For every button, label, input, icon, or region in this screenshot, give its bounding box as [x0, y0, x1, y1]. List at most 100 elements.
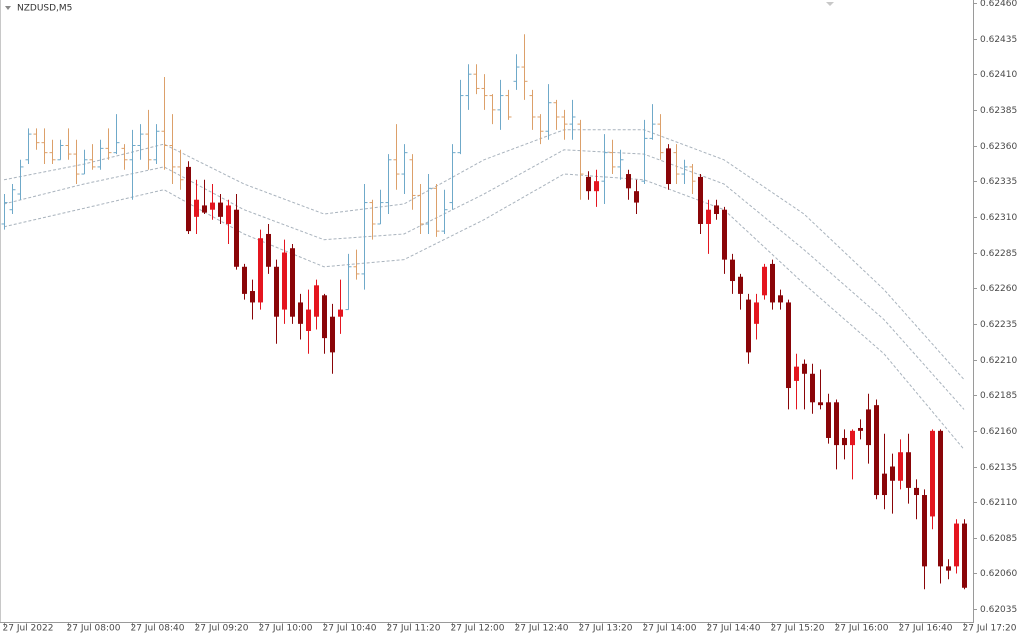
x-tick-label: 27 Jul 11:20: [387, 624, 441, 634]
candle-body: [194, 199, 199, 217]
candle-body: [234, 209, 239, 267]
candle-body: [338, 309, 343, 317]
candle-body: [218, 202, 223, 217]
candle-body: [210, 202, 215, 210]
candle-body: [858, 427, 863, 431]
y-tick-label: 0.62435: [980, 35, 1017, 45]
candle-body: [874, 405, 879, 496]
candle-body: [714, 205, 719, 214]
x-tick-label: 27 Jul 14:00: [643, 624, 697, 634]
y-tick-label: 0.62160: [980, 427, 1017, 437]
x-tick-label: 27 Jul 14:40: [707, 624, 761, 634]
band-line: [3, 129, 965, 380]
x-tick-label: 27 Jul 10:40: [323, 624, 377, 634]
x-tick-label: 27 Jul 2022: [3, 624, 54, 634]
candle-body: [922, 495, 927, 567]
candle-body: [330, 316, 335, 353]
candle-body: [186, 166, 191, 232]
y-tick-label: 0.62210: [980, 356, 1017, 366]
candle-body: [290, 248, 295, 317]
candle-body: [666, 148, 671, 185]
candle-body: [250, 291, 255, 303]
candle-body: [898, 452, 903, 481]
y-tick-label: 0.62260: [980, 284, 1017, 294]
candle-body: [706, 209, 711, 224]
y-tick-label: 0.62060: [980, 569, 1017, 579]
candle-body: [818, 402, 823, 406]
candle-body: [914, 487, 919, 496]
y-tick-label: 0.62185: [980, 391, 1017, 401]
x-tick-label: 27 Jul 08:00: [67, 624, 121, 634]
candle-body: [306, 309, 311, 331]
candle-body: [322, 295, 327, 339]
candle-body: [866, 409, 871, 446]
candle-body: [946, 566, 951, 571]
x-tick-label: 27 Jul 08:40: [131, 624, 185, 634]
candle-body: [770, 263, 775, 303]
candle-body: [810, 373, 815, 403]
candle-body: [802, 363, 807, 374]
y-tick-label: 0.62335: [980, 177, 1017, 187]
candle-body: [754, 302, 759, 324]
chart-title: NZDUSD,M5: [17, 4, 72, 14]
candle-body: [906, 452, 911, 488]
candle-body: [746, 299, 751, 353]
band-line: [3, 173, 965, 450]
y-tick-label: 0.62460: [980, 0, 1017, 9]
symbol-menu-arrow[interactable]: [5, 6, 11, 10]
x-tick-label: 27 Jul 09:20: [195, 624, 249, 634]
candle-body: [274, 266, 279, 317]
candle-body: [298, 302, 303, 324]
candle-body: [842, 437, 847, 446]
candle-body: [778, 295, 783, 303]
y-tick-label: 0.62385: [980, 106, 1017, 116]
x-tick-label: 27 Jul 12:40: [515, 624, 569, 634]
y-tick-label: 0.62110: [980, 498, 1017, 508]
candle-body: [202, 205, 207, 213]
y-tick-label: 0.62235: [980, 320, 1017, 330]
candle-body: [258, 238, 263, 303]
candle-body: [314, 285, 319, 317]
candle-body: [882, 473, 887, 496]
candle-body: [786, 302, 791, 389]
candle-body: [954, 523, 959, 567]
candle-body: [850, 430, 855, 446]
x-tick-label: 27 Jul 12:00: [451, 624, 505, 634]
candle-body: [282, 252, 287, 310]
band-line: [3, 149, 965, 410]
candle-body: [626, 174, 631, 189]
y-tick-label: 0.62310: [980, 213, 1017, 223]
candle-body: [586, 176, 591, 192]
candle-body: [794, 366, 799, 381]
y-tick-label: 0.62135: [980, 463, 1017, 473]
x-tick-label: 27 Jul 10:00: [259, 624, 313, 634]
candle-body: [962, 523, 967, 588]
candle-body: [698, 176, 703, 224]
candle-body: [890, 466, 895, 481]
candle-body: [226, 205, 231, 224]
x-tick-label: 27 Jul 16:40: [899, 624, 953, 634]
candle-body: [594, 181, 599, 192]
candle-body: [730, 259, 735, 282]
chart-shift-marker: [826, 2, 834, 6]
x-tick-label: 27 Jul 13:20: [579, 624, 633, 634]
x-tick-label: 27 Jul 16:00: [835, 624, 889, 634]
x-tick-label: 27 Jul 17:20: [963, 624, 1017, 634]
y-tick-label: 0.62085: [980, 534, 1017, 544]
candle-body: [634, 191, 639, 203]
candle-body: [738, 276, 743, 294]
candle-body: [834, 402, 839, 446]
candle-body: [266, 233, 271, 267]
candle-body: [242, 266, 247, 294]
y-tick-label: 0.62360: [980, 142, 1017, 152]
y-tick-label: 0.62410: [980, 70, 1017, 80]
candle-body: [930, 430, 935, 517]
x-tick-label: 27 Jul 15:20: [771, 624, 825, 634]
candle-body: [826, 402, 831, 438]
candle-body: [722, 209, 727, 260]
y-tick-label: 0.62285: [980, 249, 1017, 259]
candle-body: [762, 266, 767, 296]
y-tick-label: 0.62035: [980, 605, 1017, 615]
